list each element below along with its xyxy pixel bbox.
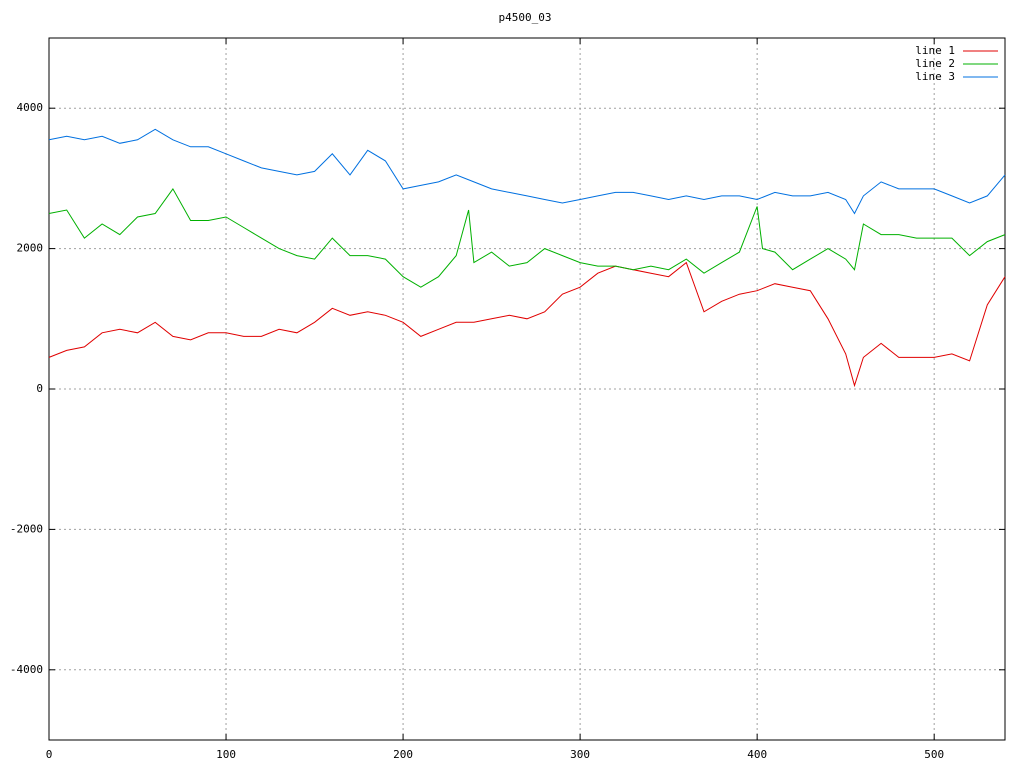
plot-border xyxy=(48,37,1006,741)
legend-label: line 2 xyxy=(915,57,955,70)
data-line xyxy=(48,261,1006,388)
y-tick-label: 0 xyxy=(36,382,43,395)
x-tick-label: 100 xyxy=(216,748,236,761)
x-tick-label: 500 xyxy=(924,748,944,761)
x-tick-label: 300 xyxy=(570,748,590,761)
legend-label: line 1 xyxy=(915,44,955,57)
x-tick-label: 400 xyxy=(747,748,767,761)
x-tick-label: 0 xyxy=(46,748,53,761)
y-tick-label: -4000 xyxy=(10,663,43,676)
x-tick-label: 200 xyxy=(393,748,413,761)
chart-title: p4500_03 xyxy=(499,11,552,24)
y-tick-label: -2000 xyxy=(10,522,43,535)
data-line xyxy=(48,187,1006,288)
y-tick-label: 2000 xyxy=(17,242,44,255)
legend-label: line 3 xyxy=(915,70,955,83)
data-line xyxy=(48,128,1006,215)
y-tick-label: 4000 xyxy=(17,101,44,114)
